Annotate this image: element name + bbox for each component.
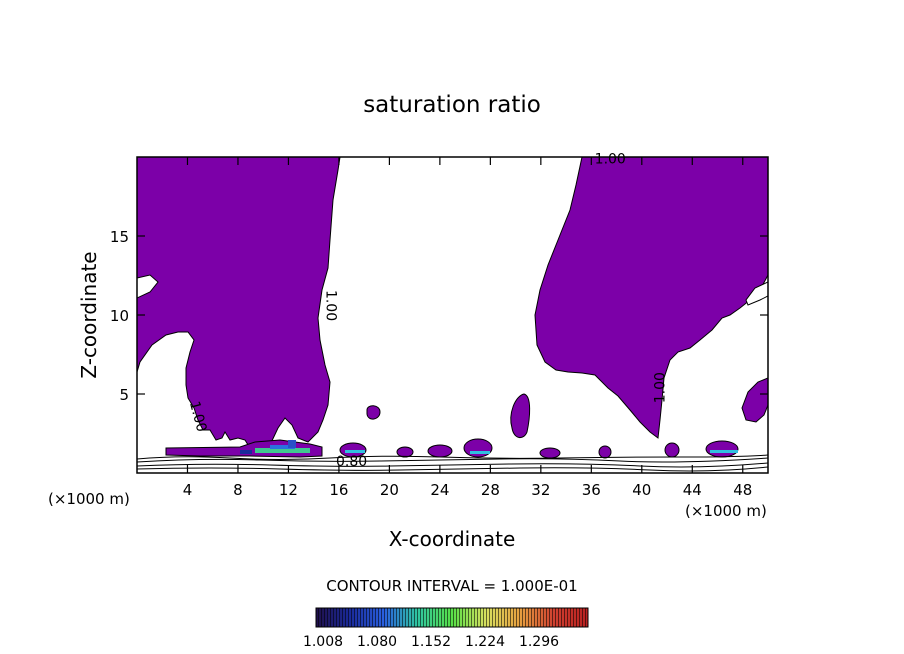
contour-label: 1.00: [653, 372, 669, 403]
x-tick-label: 32: [531, 481, 550, 499]
contour-label: 1.00: [595, 151, 626, 167]
surface-contours: [137, 454, 768, 472]
x-tick-label: 16: [329, 481, 348, 499]
contour-interval: CONTOUR INTERVAL = 1.000E-01: [326, 577, 577, 595]
y-axis: 5 10 15: [110, 228, 768, 404]
x-axis-title: X-coordinate: [389, 527, 516, 551]
saturated-region-right: [534, 157, 768, 439]
colorbar-tick-label: 1.152: [411, 634, 451, 650]
y-tick-label: 15: [110, 228, 129, 246]
x-axis: 4 8 12 16 20 24 28 32 36 40 44 48: [183, 157, 752, 499]
contour-labels: 1.00 1.00 1.00 1.00 0.80: [186, 151, 669, 470]
blob-mid-2: [510, 393, 531, 438]
x-tick-label: 48: [733, 481, 752, 499]
x-tick-label: 40: [632, 481, 651, 499]
blob-mid-1: [366, 405, 381, 420]
y-tick-label: 5: [119, 386, 129, 404]
contour-label: 1.00: [186, 400, 210, 434]
x-tick-label: 4: [183, 481, 193, 499]
y-tick-label: 10: [110, 307, 129, 325]
x-unit-right: (×1000 m): [685, 502, 767, 520]
x-tick-label: 36: [582, 481, 601, 499]
colorbar-tick-label: 1.224: [465, 634, 505, 650]
colorbar: 1.008 1.080 1.152 1.224 1.296: [303, 607, 589, 650]
contour-label: 0.80: [336, 454, 367, 470]
x-tick-label: 20: [380, 481, 399, 499]
x-tick-label: 8: [233, 481, 243, 499]
blob-right-edge: [741, 377, 768, 423]
plot-area: [137, 157, 768, 473]
x-tick-label: 28: [481, 481, 500, 499]
y-axis-title: Z-coordinate: [77, 251, 101, 378]
x-tick-label: 12: [279, 481, 298, 499]
colorbar-tick-label: 1.296: [519, 634, 559, 650]
hole-left: [137, 274, 159, 299]
low-cloud-layer: [165, 438, 739, 459]
x-unit-left: (×1000 m): [48, 490, 130, 508]
chart-title: saturation ratio: [363, 92, 541, 118]
contour-label: 1.00: [322, 290, 338, 321]
x-tick-label: 24: [430, 481, 449, 499]
colorbar-tick-label: 1.008: [303, 634, 343, 650]
colorbar-tick-label: 1.080: [357, 634, 397, 650]
x-tick-label: 44: [683, 481, 702, 499]
hole-right: [745, 281, 768, 306]
